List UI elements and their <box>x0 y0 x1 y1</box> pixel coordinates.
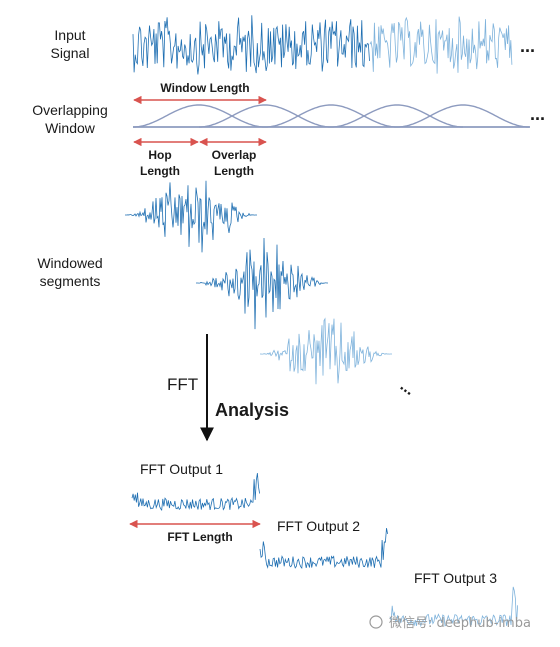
fft-output-1-label: FFT Output 1 <box>140 461 223 477</box>
input-signal-label-1: Input <box>54 27 85 43</box>
segments-ellipsis: ... <box>397 377 418 399</box>
window-curve-3 <box>265 104 397 128</box>
windowed-segments-waveforms <box>125 180 392 385</box>
windowed-segment-2 <box>196 237 328 330</box>
windowed-segments-label-2: segments <box>40 273 101 289</box>
overlapping-window-ellipsis: ... <box>530 104 545 124</box>
window-curve-5 <box>397 104 529 128</box>
windowed-segments-label-1: Windowed <box>37 255 102 271</box>
fft-output-1-spectrum <box>131 473 260 511</box>
window-curve-2 <box>199 104 331 128</box>
window-curve-1 <box>133 104 265 128</box>
fft-output-spectra <box>131 473 518 628</box>
window-length-label: Window Length <box>160 81 249 95</box>
hop-length-label-1: Hop <box>148 148 171 162</box>
input-signal-label-2: Signal <box>51 45 90 61</box>
fft-label: FFT <box>167 375 198 394</box>
overlap-length-label-1: Overlap <box>212 148 257 162</box>
windowed-segment-1 <box>125 180 257 253</box>
watermark-text: 微信号: deephub-imba <box>389 616 531 631</box>
wechat-icon <box>369 615 383 629</box>
overlap-length-label-2: Length <box>214 164 254 178</box>
input-signal-trace-dark <box>132 15 370 75</box>
window-curve-4 <box>331 104 463 128</box>
fft-output-3-label: FFT Output 3 <box>414 570 497 586</box>
overlapping-window-label-2: Window <box>45 120 96 136</box>
hop-length-label-2: Length <box>140 164 180 178</box>
input-signal-waveform <box>132 15 513 75</box>
fft-output-3-spectrum <box>389 586 518 628</box>
fft-output-2-spectrum <box>259 528 388 569</box>
input-signal-ellipsis: ... <box>520 36 535 56</box>
fft-length-label: FFT Length <box>167 530 232 544</box>
windowed-segment-3 <box>260 317 392 385</box>
fft-output-2-label: FFT Output 2 <box>277 518 360 534</box>
input-signal-trace-light <box>369 16 513 74</box>
analysis-label: Analysis <box>215 400 289 420</box>
watermark: 微信号: deephub-imba <box>369 615 531 631</box>
overlapping-window-label-1: Overlapping <box>32 102 108 118</box>
window-curves <box>133 104 530 128</box>
